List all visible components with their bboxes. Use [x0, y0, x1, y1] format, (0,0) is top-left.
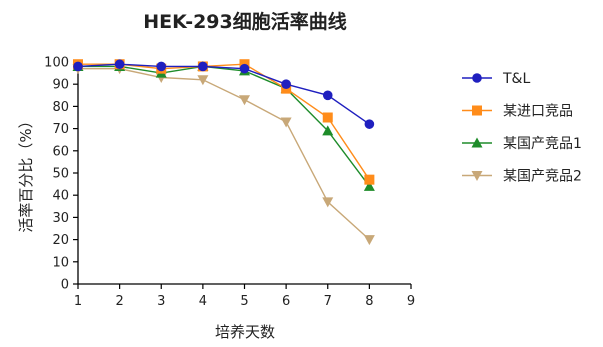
- legend-item: 某国产竞品1: [462, 135, 582, 152]
- y-tick-label: 70: [52, 122, 69, 137]
- series-3-line: [78, 65, 370, 187]
- series-1-point: [114, 59, 125, 70]
- y-axis-label: 活率百分比（%）: [17, 113, 35, 232]
- x-tick-label: 5: [240, 294, 248, 309]
- series-1-line: [77, 63, 370, 125]
- legend-swatch-marker: [471, 137, 483, 148]
- y-tick-label: 90: [52, 78, 69, 93]
- x-tick-label: 9: [407, 294, 415, 309]
- y-tick-label: 60: [52, 144, 69, 159]
- y-tick-label: 10: [52, 255, 69, 270]
- series-2-point: [322, 112, 333, 123]
- legend-label: 某国产竞品1: [503, 135, 582, 152]
- legend-swatch-marker: [471, 171, 483, 181]
- series-1-point: [239, 63, 250, 74]
- y-tick-group: 0 10 20 30 40 50 60 70 80 90 100: [44, 56, 78, 293]
- series-3-point: [322, 125, 334, 136]
- x-tick-label: 7: [324, 294, 332, 309]
- series-4-point: [363, 235, 375, 246]
- series-1-point: [364, 119, 375, 129]
- x-tick-label: 4: [199, 294, 207, 309]
- y-tick-label: 20: [52, 233, 69, 248]
- series-1-point: [73, 61, 83, 72]
- series-4-point: [239, 95, 250, 106]
- x-axis-label: 培养天数: [215, 323, 275, 341]
- series-4-point: [197, 75, 209, 86]
- series-3-point: [363, 180, 375, 191]
- series-2-point: [364, 174, 375, 185]
- series-1-point: [281, 79, 291, 89]
- chart-title: HEK-293细胞活率曲线: [143, 10, 347, 33]
- series-1: [73, 59, 375, 129]
- legend-swatch-marker: [472, 105, 482, 116]
- series-layer: [72, 59, 375, 246]
- y-tick-label: 40: [52, 189, 69, 204]
- series-4-point: [280, 117, 292, 128]
- y-tick-label: 100: [44, 56, 69, 71]
- y-tick-label: 50: [52, 167, 69, 182]
- x-tick-label: 3: [157, 294, 165, 309]
- series-3: [72, 60, 375, 191]
- legend-label: 某国产竞品2: [503, 168, 582, 185]
- y-tick-label: 80: [52, 100, 69, 115]
- legend-label: 某进口竞品: [503, 103, 573, 120]
- series-1-point: [156, 61, 167, 72]
- series-1-point: [198, 61, 208, 72]
- series-1-point: [322, 90, 333, 101]
- x-tick-label: 6: [282, 294, 290, 309]
- x-tick-label: 8: [365, 294, 373, 309]
- y-tick-label: 0: [61, 278, 69, 293]
- y-tick-label: 30: [52, 211, 69, 226]
- series-4-point: [322, 197, 334, 208]
- legend-item: 某国产竞品2: [462, 168, 582, 185]
- legend-item: 某进口竞品: [462, 103, 573, 120]
- legend-label: T&L: [502, 71, 530, 87]
- legend-swatch-marker: [472, 73, 482, 83]
- legend-item: T&L: [462, 71, 530, 87]
- series-4-line: [78, 67, 370, 241]
- x-tick-label: 1: [74, 294, 82, 309]
- x-tick-label: 2: [115, 294, 123, 309]
- series-2: [73, 59, 375, 185]
- x-tick-group: 1 2 3 4 5 6 7 8 9: [74, 284, 415, 309]
